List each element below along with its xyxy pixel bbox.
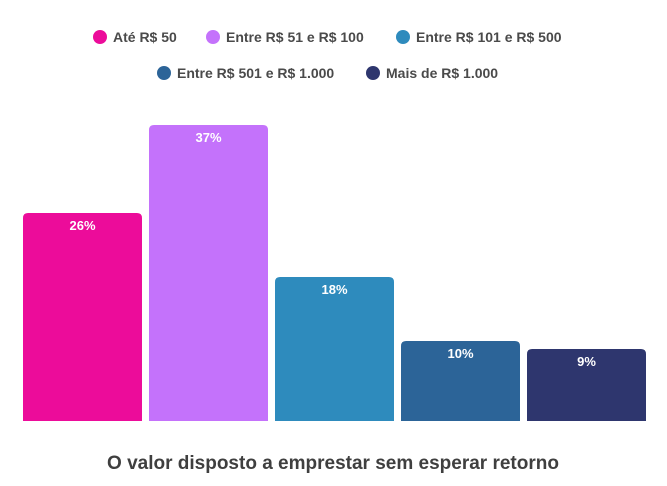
bar-4 <box>401 341 520 421</box>
legend-swatch-5 <box>366 66 380 80</box>
legend-swatch-2 <box>206 30 220 44</box>
legend-item-3: Entre R$ 101 e R$ 500 <box>396 29 562 45</box>
x-axis-label: O valor disposto a emprestar sem esperar… <box>107 453 559 474</box>
bar-value-label-2: 37% <box>195 130 221 145</box>
bar-labels: 26% 37% 18% 10% 9% <box>69 130 596 369</box>
legend-label-2: Entre R$ 51 e R$ 100 <box>226 29 364 45</box>
bar-value-label-5: 9% <box>577 354 596 369</box>
legend-item-1: Até R$ 50 <box>93 29 177 45</box>
bar-5 <box>527 349 646 421</box>
legend-item-4: Entre R$ 501 e R$ 1.000 <box>157 65 334 81</box>
bar-value-label-3: 18% <box>321 282 347 297</box>
legend-label-5: Mais de R$ 1.000 <box>386 65 498 81</box>
legend-label-4: Entre R$ 501 e R$ 1.000 <box>177 65 334 81</box>
legend-label-1: Até R$ 50 <box>113 29 177 45</box>
legend-item-2: Entre R$ 51 e R$ 100 <box>206 29 364 45</box>
bar-value-label-4: 10% <box>447 346 473 361</box>
bar-3 <box>275 277 394 421</box>
bar-2 <box>149 125 268 421</box>
bar-value-label-1: 26% <box>69 218 95 233</box>
legend: Até R$ 50 Entre R$ 51 e R$ 100 Entre R$ 10… <box>93 29 562 81</box>
legend-item-5: Mais de R$ 1.000 <box>366 65 498 81</box>
bar-1 <box>23 213 142 421</box>
bars <box>23 125 646 421</box>
legend-swatch-1 <box>93 30 107 44</box>
legend-swatch-3 <box>396 30 410 44</box>
legend-swatch-4 <box>157 66 171 80</box>
legend-label-3: Entre R$ 101 e R$ 500 <box>416 29 562 45</box>
